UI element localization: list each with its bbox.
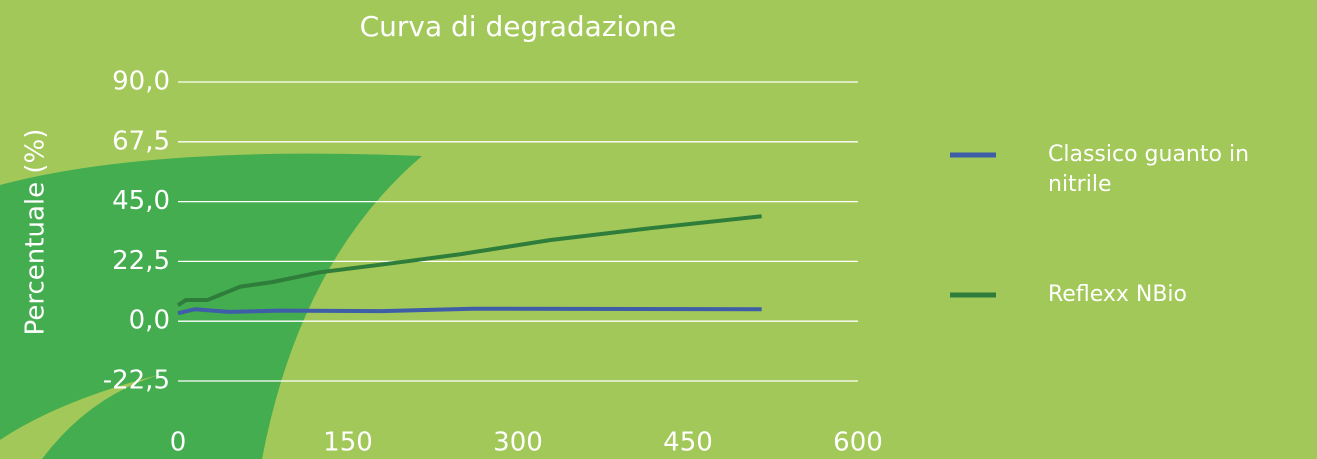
- x-tick-label: 150: [323, 428, 373, 458]
- y-tick-label: 67,5: [112, 126, 170, 156]
- y-tick-label: 0,0: [129, 306, 170, 336]
- y-tick-label: -22,5: [103, 366, 170, 396]
- x-tick-label: 300: [493, 428, 543, 458]
- y-tick-label: 90,0: [112, 67, 170, 97]
- y-tick-label: 22,5: [112, 246, 170, 276]
- decor-shape: [0, 153, 422, 459]
- x-tick-label: 450: [663, 428, 713, 458]
- series-line: [177, 306, 762, 316]
- chart-title: Curva di degradazione: [360, 10, 677, 43]
- x-tick-label: 0: [170, 428, 187, 458]
- x-tick-label: 600: [833, 428, 883, 458]
- y-tick-label: 45,0: [112, 186, 170, 216]
- series-line: [176, 214, 762, 307]
- legend-label: Classico guanto in nitrile: [1048, 142, 1250, 197]
- legend-label: Reflexx NBio: [1048, 282, 1187, 307]
- y-axis-label: Percentuale (%): [21, 129, 51, 336]
